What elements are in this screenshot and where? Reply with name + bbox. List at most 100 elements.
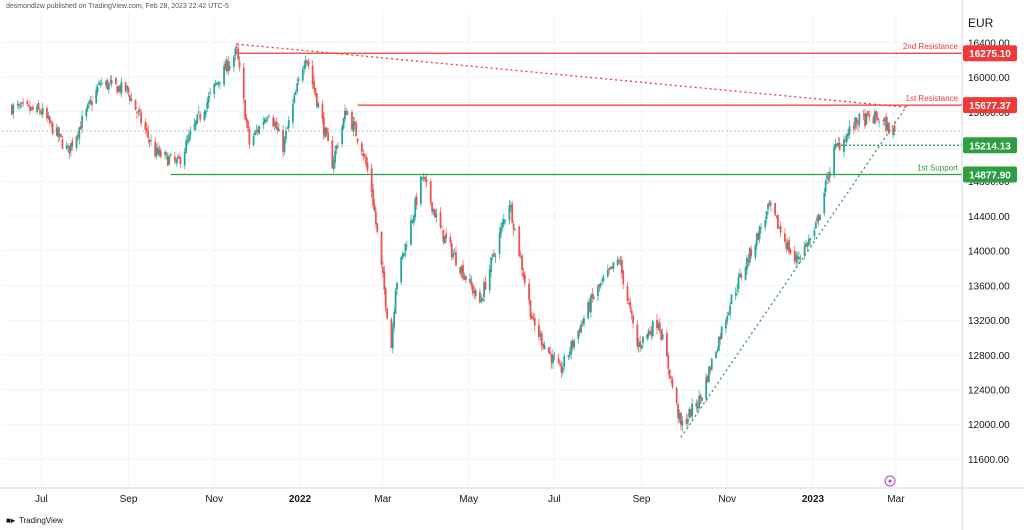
candle-body bbox=[581, 321, 584, 323]
candle-body bbox=[225, 59, 228, 72]
candle-body bbox=[539, 333, 542, 336]
candle-body bbox=[523, 274, 526, 283]
candle-body bbox=[48, 116, 51, 123]
trendlines-layer bbox=[236, 43, 910, 438]
candle-body bbox=[165, 152, 168, 154]
candle-body bbox=[344, 110, 346, 120]
candle-body bbox=[573, 340, 575, 348]
candle-body bbox=[882, 120, 885, 122]
candle-body bbox=[30, 107, 33, 110]
candle-body bbox=[687, 418, 689, 423]
candle-body bbox=[419, 176, 422, 204]
level-price-tag bbox=[963, 45, 1017, 62]
candle-body bbox=[708, 366, 710, 383]
candle-body bbox=[469, 278, 471, 283]
candle-body bbox=[242, 67, 245, 99]
candle-body bbox=[571, 340, 574, 347]
level-price-tag bbox=[963, 137, 1017, 154]
grid-layer bbox=[2, 12, 962, 485]
candle-body bbox=[543, 345, 546, 350]
candle-body bbox=[415, 196, 418, 205]
candle-body bbox=[619, 261, 622, 264]
candle-body bbox=[256, 129, 259, 132]
candle-body bbox=[217, 81, 220, 84]
candle-body bbox=[227, 61, 230, 71]
candle-body bbox=[285, 131, 287, 140]
candle-body bbox=[157, 147, 159, 154]
candle-body bbox=[637, 343, 640, 348]
candle-body bbox=[287, 120, 290, 128]
candle-body bbox=[857, 124, 859, 126]
candle-body bbox=[432, 209, 435, 213]
candle-body bbox=[342, 118, 345, 129]
candle-body bbox=[403, 252, 405, 256]
candle-body bbox=[883, 118, 886, 122]
candle-body bbox=[847, 132, 850, 136]
candle-body bbox=[888, 123, 890, 134]
candle-body bbox=[98, 82, 100, 85]
candle-body bbox=[314, 88, 317, 96]
candle-body bbox=[296, 83, 299, 92]
candle-body bbox=[75, 136, 78, 148]
candle-body bbox=[233, 56, 235, 67]
lightning-event-icon[interactable] bbox=[884, 475, 896, 487]
candle-body bbox=[332, 160, 335, 169]
candle-body bbox=[41, 108, 44, 115]
candle-body bbox=[95, 90, 98, 104]
candle-body bbox=[235, 47, 238, 49]
candle-body bbox=[315, 93, 318, 107]
candle-body bbox=[460, 266, 463, 273]
candle-body bbox=[89, 100, 92, 103]
candle-body bbox=[681, 420, 684, 426]
candle-body bbox=[758, 226, 761, 240]
x-tick-label: Sep bbox=[633, 494, 651, 505]
candle-body bbox=[400, 257, 403, 283]
candle-body bbox=[39, 110, 41, 113]
x-tick-label: Mar bbox=[374, 494, 392, 505]
tradingview-brand[interactable]: ■▸ TradingView bbox=[6, 516, 63, 525]
candle-body bbox=[744, 267, 747, 280]
candle-body bbox=[116, 86, 119, 94]
candle-body bbox=[806, 242, 809, 247]
candle-body bbox=[778, 227, 781, 229]
candle-body bbox=[341, 126, 344, 145]
candle-body bbox=[355, 123, 358, 137]
candle-body bbox=[578, 328, 581, 333]
y-tick-label: 15600.00 bbox=[968, 108, 1010, 119]
candle-body bbox=[311, 65, 314, 84]
candle-body bbox=[129, 95, 131, 101]
candle-body bbox=[760, 228, 762, 230]
candle-body bbox=[729, 305, 731, 315]
candle-body bbox=[855, 117, 858, 124]
candle-body bbox=[689, 409, 692, 418]
candle-body bbox=[892, 127, 895, 136]
candle-body bbox=[767, 204, 769, 210]
candle-body bbox=[699, 395, 702, 399]
candle-body bbox=[360, 143, 363, 152]
candle-body bbox=[16, 104, 19, 106]
candle-body bbox=[185, 140, 188, 154]
candle-body bbox=[494, 255, 497, 258]
candle-body bbox=[107, 83, 110, 90]
level-price-label: 14877.90 bbox=[969, 170, 1011, 181]
candle-body bbox=[550, 354, 553, 364]
candle-body bbox=[46, 108, 48, 119]
candle-body bbox=[459, 266, 462, 274]
candle-body bbox=[597, 286, 599, 297]
candle-body bbox=[234, 48, 237, 56]
x-tick-label: May bbox=[459, 494, 478, 505]
candle-body bbox=[480, 299, 483, 302]
candle-body bbox=[807, 239, 810, 246]
candle-body bbox=[866, 111, 869, 115]
candle-body bbox=[837, 142, 840, 145]
candle-body bbox=[431, 202, 434, 212]
candle-body bbox=[411, 220, 414, 222]
candle-body bbox=[176, 157, 179, 160]
candle-body bbox=[96, 87, 99, 93]
candle-body bbox=[660, 330, 663, 340]
candle-body bbox=[828, 172, 831, 178]
candle-body bbox=[504, 219, 507, 221]
candle-body bbox=[736, 289, 739, 291]
candle-body bbox=[99, 83, 102, 85]
